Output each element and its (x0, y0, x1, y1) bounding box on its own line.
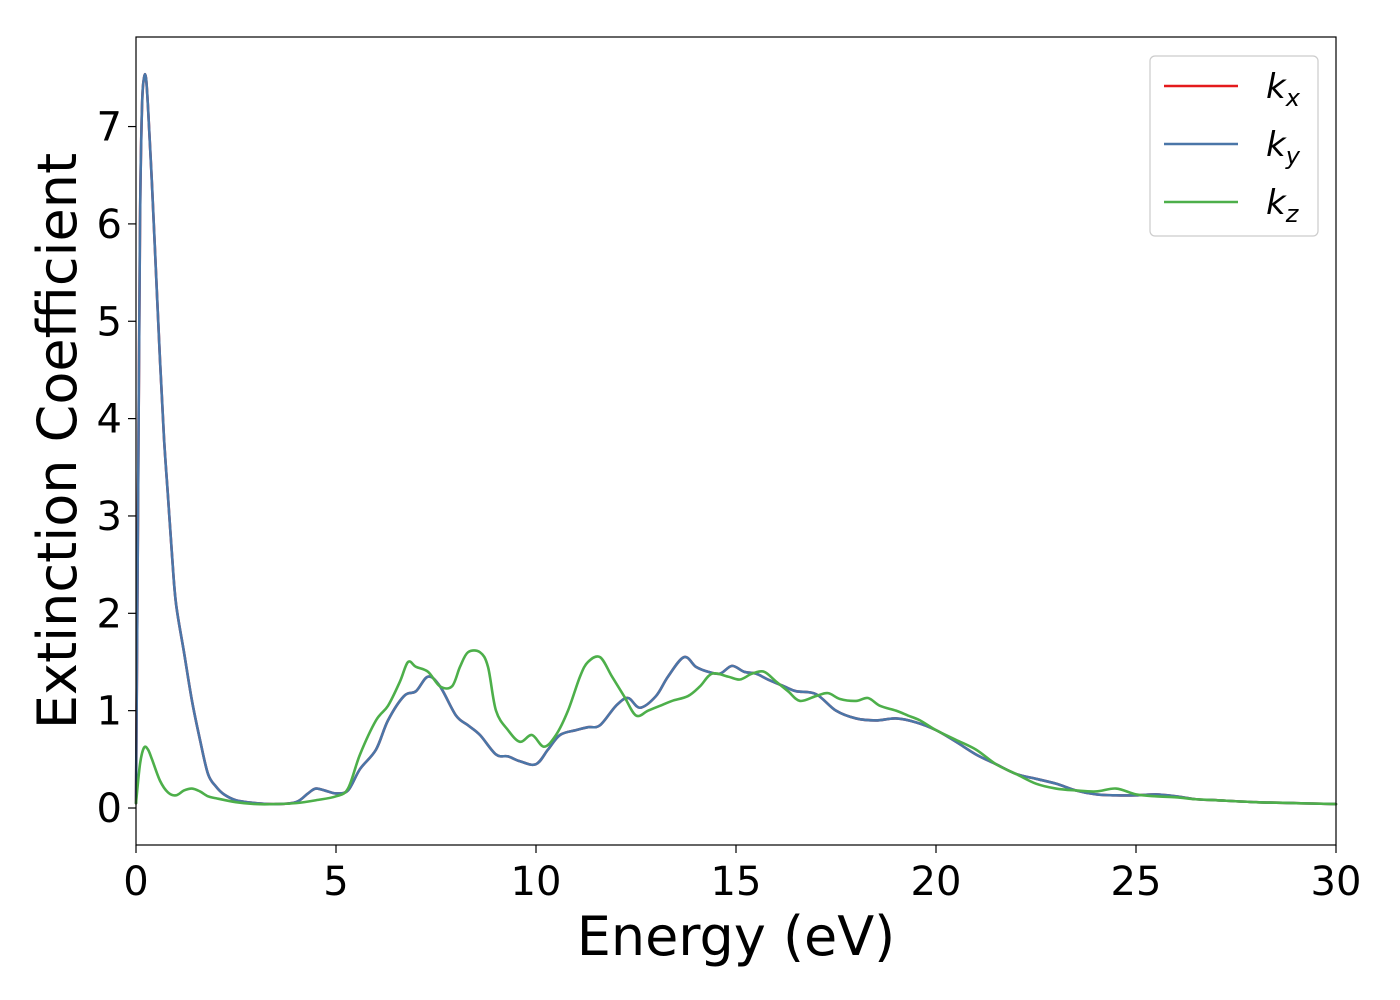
x-tick-label: 30 (1311, 859, 1362, 905)
legend-box (1149, 55, 1319, 237)
y-tick-label: 4 (97, 397, 122, 443)
plot-area (136, 37, 1336, 845)
legend-label-main: k (1266, 67, 1287, 107)
legend-label-subscript: x (1285, 84, 1301, 112)
x-tick-label: 5 (323, 859, 348, 905)
series-layer (134, 72, 1338, 806)
series-line-kz (134, 649, 1338, 806)
y-tick-label: 5 (97, 299, 122, 345)
y-tick-label: 6 (97, 202, 122, 248)
legend-label-kx: kx (1266, 67, 1301, 112)
x-tick-label: 20 (911, 859, 962, 905)
y-tick-label: 7 (97, 105, 122, 151)
legend-label-main: k (1266, 183, 1287, 223)
x-axis-label: Energy (eV) (577, 905, 896, 968)
x-tick-label: 0 (123, 859, 148, 905)
y-tick-label: 2 (97, 591, 122, 637)
y-tick-label: 1 (97, 689, 122, 735)
legend-label-subscript: z (1285, 200, 1300, 228)
y-axis-label: Extinction Coefficient (26, 153, 89, 729)
legend-label-kz: kz (1266, 183, 1300, 228)
series-line-ky (134, 72, 1338, 806)
y-axis: 0 1 2 3 4 5 6 7 (97, 105, 136, 832)
legend-label-main: k (1266, 125, 1287, 165)
legend-label-subscript: y (1285, 142, 1301, 170)
x-tick-label: 25 (1111, 859, 1162, 905)
legend-label-ky: ky (1266, 125, 1301, 170)
x-tick-label: 15 (711, 859, 762, 905)
y-tick-label: 0 (97, 786, 122, 832)
x-tick-label: 10 (511, 859, 562, 905)
x-axis: 0 5 10 15 20 25 30 (123, 845, 1361, 905)
y-tick-label: 3 (97, 494, 122, 540)
